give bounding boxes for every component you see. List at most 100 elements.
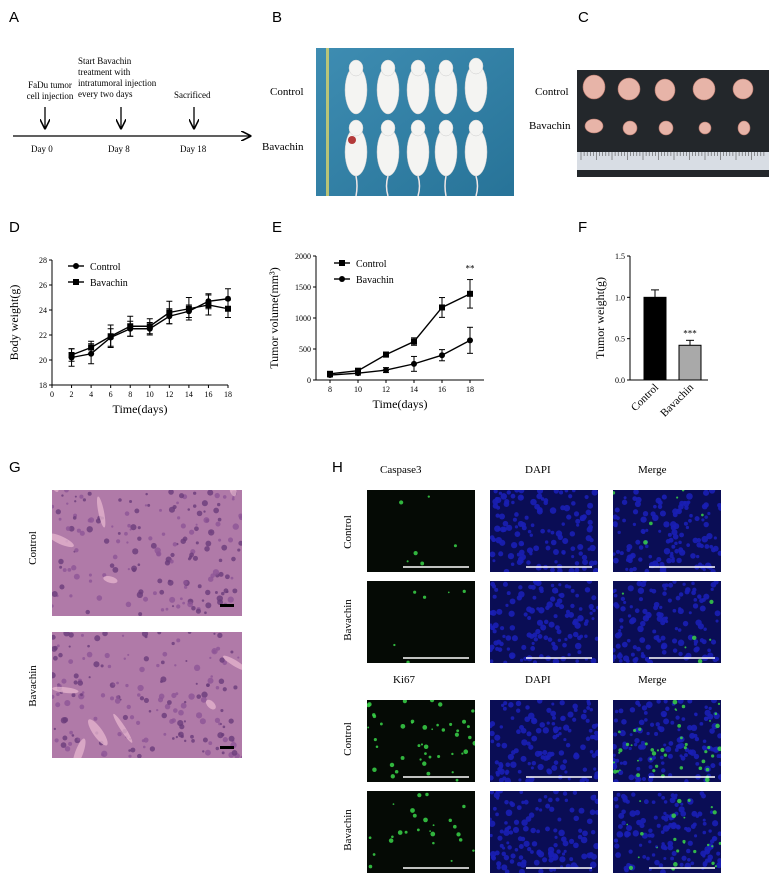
he-nucleus [170, 553, 174, 557]
dapi-nucleus [689, 611, 692, 614]
he-nucleus [230, 651, 233, 654]
he-nucleus [218, 518, 222, 522]
he-nucleus [202, 599, 204, 601]
dapi-nucleus [519, 869, 525, 873]
dapi-nucleus [574, 708, 578, 712]
series-line [330, 340, 470, 375]
dapi-nucleus [557, 598, 562, 603]
green-signal [692, 636, 696, 640]
dapi-nucleus [585, 587, 590, 592]
dapi-nucleus [534, 860, 540, 866]
dapi-nucleus [554, 614, 558, 618]
he-nucleus [233, 523, 239, 529]
bar-bavachin [679, 345, 701, 380]
dapi-nucleus [510, 859, 515, 864]
green-signal [448, 592, 450, 594]
dapi-nucleus [530, 646, 535, 651]
dapi-nucleus [661, 643, 667, 649]
dapi-nucleus [582, 555, 587, 560]
dapi-nucleus [560, 716, 565, 721]
he-nucleus [75, 496, 77, 498]
legend-label-bavachin: Bavachin [356, 275, 394, 286]
dapi-nucleus [694, 642, 697, 645]
data-point [147, 323, 153, 329]
dapi-nucleus [552, 735, 557, 740]
bar-control [644, 297, 666, 380]
x-tick-label: 16 [204, 390, 212, 399]
dapi-nucleus [566, 743, 570, 747]
if-texture-r3-merge [613, 791, 721, 873]
dapi-nucleus [566, 514, 571, 519]
data-point [411, 339, 417, 345]
dapi-nucleus [527, 847, 531, 851]
dapi-nucleus [673, 534, 679, 540]
dapi-nucleus [507, 647, 510, 650]
dapi-nucleus [680, 863, 684, 867]
he-nucleus [183, 580, 188, 585]
dapi-nucleus [691, 582, 695, 586]
green-signal [650, 748, 654, 752]
he-nucleus [69, 731, 73, 735]
dapi-nucleus [678, 652, 682, 656]
he-nucleus [203, 738, 208, 743]
dapi-nucleus [663, 521, 669, 527]
dapi-nucleus [568, 777, 571, 780]
green-signal [613, 770, 617, 774]
green-signal [399, 500, 403, 504]
he-nucleus [208, 678, 214, 684]
green-signal [430, 700, 434, 702]
green-signal [376, 745, 379, 748]
dapi-nucleus [624, 831, 630, 837]
dapi-nucleus [669, 538, 674, 543]
green-signal [429, 830, 431, 832]
dapi-nucleus [630, 733, 633, 736]
dapi-nucleus [570, 546, 575, 551]
dapi-nucleus [502, 635, 505, 638]
dapi-nucleus [673, 609, 677, 613]
dapi-nucleus [584, 635, 588, 639]
y-tick-label: 1.5 [615, 252, 625, 261]
dapi-nucleus [537, 700, 542, 704]
he-nucleus [74, 548, 78, 552]
y-tick-label: 500 [299, 345, 311, 354]
green-signal [461, 752, 463, 754]
significance-annotation: ** [466, 264, 476, 274]
green-signal [472, 849, 474, 851]
event-2-label: Sacrificed [174, 90, 210, 100]
dapi-nucleus [564, 770, 567, 773]
if-image-r0-green [367, 490, 475, 572]
dapi-nucleus [718, 551, 721, 556]
dapi-nucleus [551, 765, 557, 771]
dapi-nucleus [707, 648, 711, 652]
green-signal [456, 729, 459, 732]
dapi-nucleus [677, 728, 680, 731]
dapi-nucleus [672, 581, 676, 584]
scale-bar [220, 604, 234, 607]
dapi-nucleus [520, 542, 524, 546]
dapi-nucleus [633, 523, 636, 526]
dapi-nucleus [637, 626, 644, 633]
if-header-dapi-bottom: DAPI [525, 674, 551, 686]
dapi-nucleus [558, 732, 561, 735]
dapi-nucleus [500, 829, 504, 833]
dapi-nucleus [551, 584, 554, 587]
dapi-nucleus [613, 744, 617, 750]
green-signal [645, 742, 648, 745]
dapi-nucleus [511, 716, 515, 720]
dapi-nucleus [514, 490, 519, 493]
dapi-nucleus [629, 810, 636, 817]
he-nucleus [110, 696, 114, 700]
green-signal [453, 825, 457, 829]
he-nucleus [101, 664, 104, 667]
green-signal [454, 544, 457, 547]
if-image-r0-dapi [490, 490, 598, 572]
green-signal [393, 803, 395, 805]
dapi-nucleus [547, 769, 552, 774]
he-nucleus [125, 511, 130, 516]
dapi-nucleus [490, 659, 493, 663]
dapi-nucleus [490, 535, 495, 540]
green-signal [657, 749, 659, 751]
dapi-nucleus [524, 800, 529, 805]
dapi-nucleus [614, 718, 618, 722]
he-nucleus [128, 749, 131, 752]
